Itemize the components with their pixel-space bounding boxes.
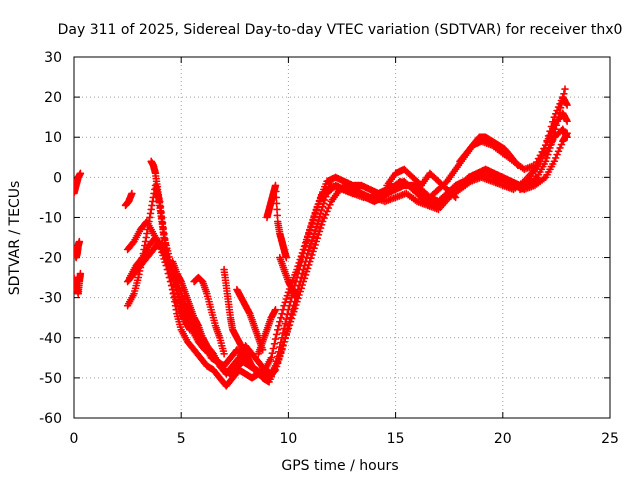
series-18-markers [456, 133, 522, 170]
y-tick-labels: -60 -50 -40 -30 -20 -10 0 10 20 30 [39, 50, 62, 427]
y-tick-label: -20 [39, 251, 62, 267]
series-14 [254, 305, 280, 358]
series-19 [516, 85, 569, 194]
series-9 [147, 157, 194, 334]
series-1 [74, 169, 85, 198]
series-12-markers [220, 265, 258, 374]
y-tick-label: 0 [53, 170, 62, 186]
x-tick-labels: 0 5 10 15 20 25 [70, 431, 619, 447]
series-18 [456, 133, 522, 170]
y-axis-label: SDTVAR / TECUs [7, 181, 23, 296]
y-tick-label: -50 [39, 371, 62, 387]
series-16 [276, 253, 301, 302]
plot-frame [73, 56, 611, 419]
series-14-markers [254, 305, 280, 358]
y-tick-label: -40 [39, 331, 62, 347]
series-3-markers [74, 269, 85, 298]
x-tick-label: 15 [387, 431, 405, 447]
x-tick-label: 25 [601, 431, 619, 447]
y-tick-label: -10 [39, 210, 62, 226]
series-10 [168, 257, 211, 350]
series-3 [74, 269, 85, 298]
x-tick-label: 5 [177, 431, 186, 447]
series-16-markers [276, 253, 301, 302]
axis-ticks [73, 56, 611, 419]
x-tick-label: 0 [70, 431, 79, 447]
series-15-markers [263, 181, 291, 262]
x-axis-label: GPS time / hours [281, 458, 398, 474]
series-4 [121, 189, 136, 210]
data-series [74, 85, 571, 390]
chart-title: Day 311 of 2025, Sidereal Day-to-day VTE… [58, 22, 623, 38]
y-tick-label: -60 [39, 411, 62, 427]
series-11-markers [190, 273, 228, 358]
series-17 [383, 165, 460, 202]
series-10-markers [168, 257, 211, 350]
y-tick-label: 10 [44, 130, 62, 146]
series-11 [190, 273, 228, 358]
series-2 [74, 237, 84, 262]
x-tick-label: 10 [279, 431, 297, 447]
y-tick-label: 30 [44, 50, 62, 66]
series-9-markers [147, 157, 194, 334]
y-tick-label: 20 [44, 90, 62, 106]
series-4-markers [121, 189, 136, 210]
y-tick-label: -30 [39, 291, 62, 307]
series-17-markers [383, 165, 460, 202]
series-12 [220, 265, 258, 374]
series-1-markers [74, 169, 85, 198]
series-15 [263, 181, 291, 262]
series-2-markers [74, 237, 84, 262]
x-tick-label: 20 [494, 431, 512, 447]
series-19-markers [516, 85, 569, 194]
